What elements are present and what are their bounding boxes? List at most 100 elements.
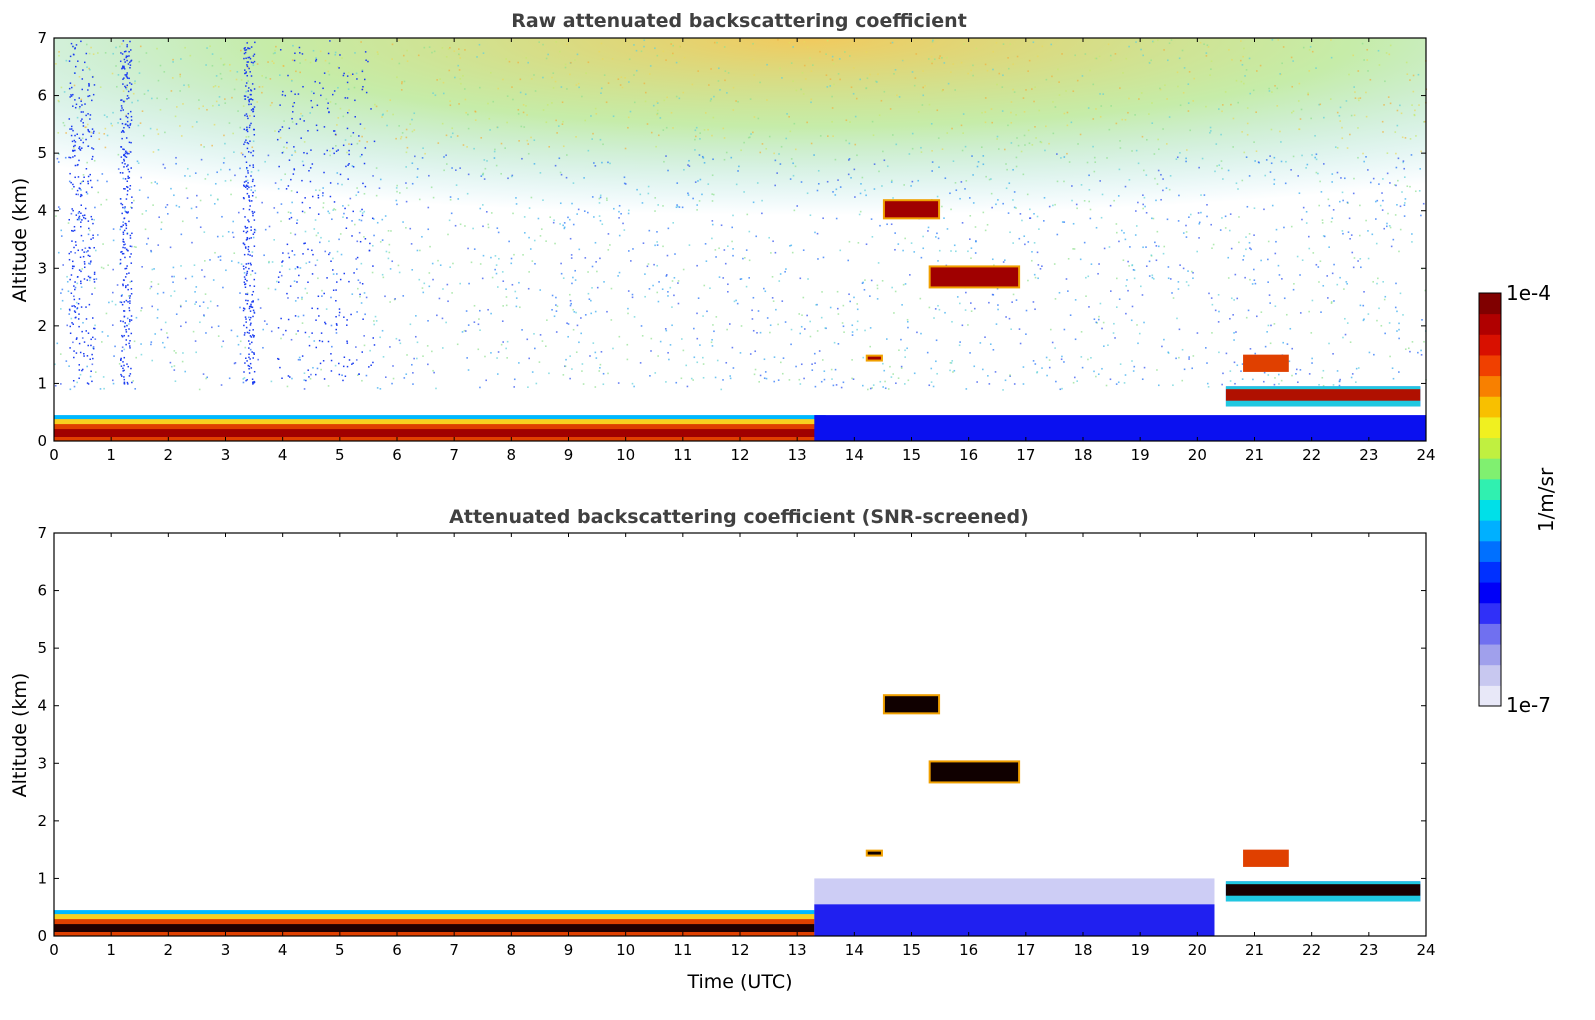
noise-point <box>162 163 165 166</box>
noise-point <box>376 221 379 224</box>
noise-point <box>180 325 182 328</box>
noise-point <box>367 60 369 63</box>
noise-point <box>703 161 706 164</box>
noise-point <box>91 380 93 383</box>
noise-point <box>247 219 249 221</box>
noise-point <box>212 104 214 107</box>
noise-point <box>1237 101 1240 104</box>
noise-point <box>662 245 664 248</box>
noise-point <box>125 114 127 117</box>
noise-point <box>78 218 81 220</box>
x-tick-label: 22 <box>1302 446 1321 464</box>
noise-point <box>484 355 486 358</box>
noise-point <box>332 147 334 150</box>
noise-point <box>1115 231 1118 234</box>
noise-point <box>172 281 174 284</box>
noise-point <box>174 380 177 383</box>
noise-point <box>140 176 142 179</box>
noise-point <box>125 88 128 91</box>
noise-point <box>123 126 125 129</box>
noise-point <box>81 337 84 339</box>
noise-point <box>493 150 496 153</box>
noise-point <box>566 43 568 46</box>
noise-point <box>643 45 645 48</box>
noise-point <box>1013 91 1016 93</box>
noise-point <box>1338 384 1341 387</box>
noise-point <box>882 386 884 388</box>
noise-point <box>1043 196 1046 199</box>
noise-point <box>809 57 811 59</box>
noise-point <box>809 335 812 338</box>
noise-point <box>351 235 353 237</box>
noise-point <box>1229 213 1232 215</box>
noise-point <box>1013 206 1016 209</box>
noise-point <box>1322 369 1325 372</box>
noise-point <box>257 358 259 361</box>
noise-point <box>249 262 252 265</box>
noise-point <box>745 285 748 288</box>
noise-point <box>481 204 484 206</box>
noise-point <box>277 358 280 361</box>
noise-point <box>363 335 365 337</box>
noise-point <box>974 252 977 254</box>
noise-point <box>310 373 312 376</box>
noise-point <box>314 219 317 221</box>
noise-point <box>648 73 651 75</box>
noise-point <box>416 176 419 178</box>
noise-point <box>786 113 788 115</box>
noise-point <box>331 345 333 348</box>
noise-point <box>533 74 535 76</box>
noise-point <box>348 163 350 165</box>
noise-point <box>665 329 668 332</box>
noise-point <box>1311 50 1314 53</box>
noise-point <box>1036 215 1039 218</box>
noise-point <box>217 198 219 201</box>
noise-point <box>533 239 536 242</box>
noise-point <box>842 325 845 328</box>
noise-point <box>671 324 673 327</box>
noise-point <box>332 289 335 291</box>
noise-point <box>464 49 466 51</box>
noise-point <box>256 101 259 103</box>
noise-point <box>1404 198 1407 200</box>
noise-point <box>205 64 207 66</box>
noise-point <box>454 76 456 79</box>
noise-point <box>757 117 760 120</box>
noise-point <box>462 144 465 146</box>
noise-point <box>1162 252 1165 255</box>
noise-point <box>1253 207 1256 210</box>
noise-point <box>430 186 433 189</box>
noise-point <box>1399 205 1402 208</box>
noise-point <box>83 214 86 216</box>
noise-point <box>694 138 696 141</box>
noise-point <box>552 221 555 224</box>
noise-point <box>587 292 590 295</box>
noise-point <box>904 356 906 358</box>
noise-point <box>1162 178 1164 180</box>
noise-point <box>88 85 90 87</box>
noise-point <box>1344 317 1346 320</box>
noise-point <box>125 328 127 331</box>
noise-point <box>1137 201 1139 204</box>
noise-point <box>217 335 220 337</box>
noise-point <box>991 258 994 261</box>
noise-point <box>1305 222 1308 224</box>
noise-point <box>304 230 307 233</box>
noise-point <box>83 355 85 357</box>
noise-point <box>130 293 133 295</box>
noise-point <box>80 100 82 102</box>
noise-point <box>315 234 318 237</box>
noise-point <box>141 213 144 215</box>
noise-point <box>370 108 372 110</box>
noise-point <box>558 157 561 160</box>
noise-point <box>121 334 123 337</box>
noise-point <box>126 116 129 119</box>
noise-point <box>81 368 84 371</box>
noise-point <box>870 218 873 220</box>
noise-point <box>253 311 256 313</box>
noise-point <box>526 338 529 341</box>
noise-point <box>959 302 961 305</box>
noise-point <box>321 194 324 197</box>
noise-point <box>1102 321 1105 324</box>
noise-point <box>1093 370 1095 373</box>
